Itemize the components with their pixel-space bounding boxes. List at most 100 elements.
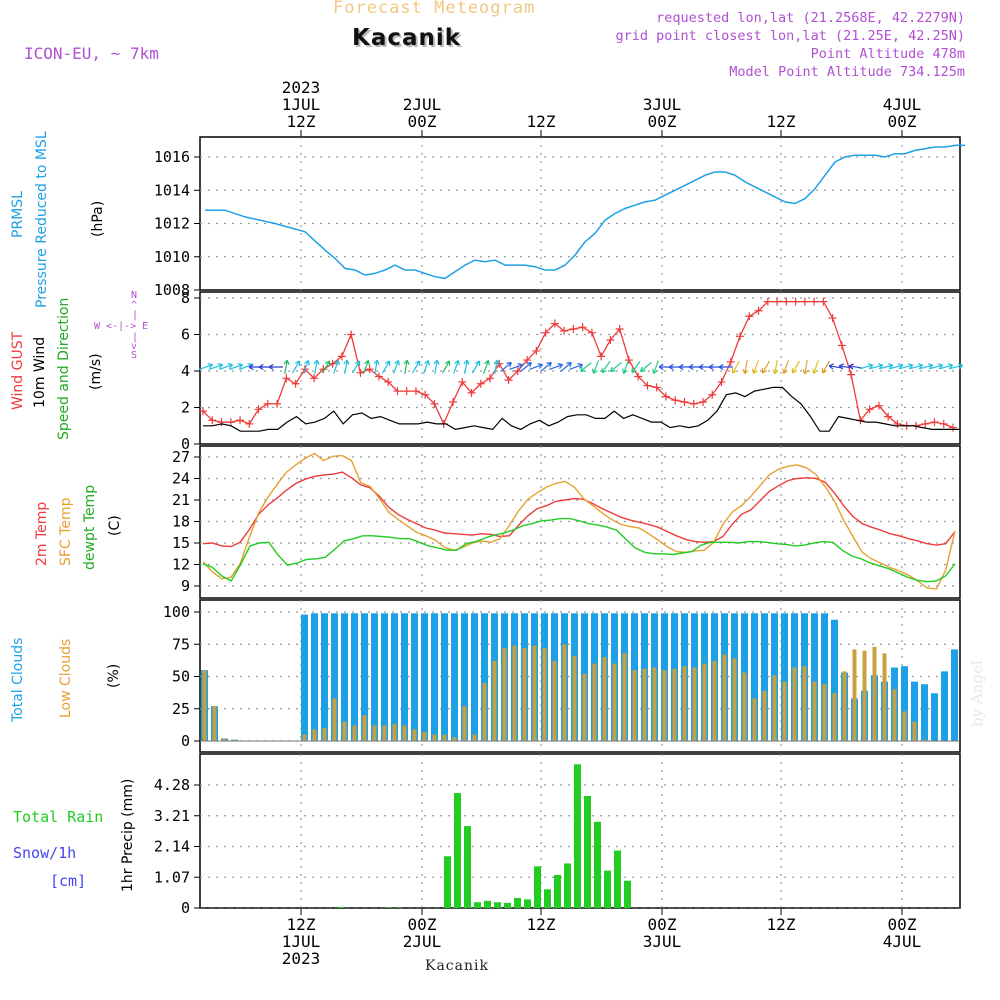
wind-gust-point-70 — [847, 370, 856, 379]
top-time-label-5-1: 00Z — [888, 112, 917, 131]
total-cloud-bar-21 — [411, 613, 418, 741]
total-cloud-bar-61 — [811, 613, 818, 741]
wind-gust-point-8 — [273, 399, 282, 408]
wind-gust-point-43 — [597, 352, 606, 361]
wind-gust-point-46 — [624, 356, 633, 365]
rain-bar-18 — [624, 880, 631, 908]
pressure-ytick-label-0: 1008 — [154, 281, 190, 299]
low-cloud-bar-30 — [502, 648, 507, 741]
wind-gust-point-4 — [236, 416, 245, 425]
pressure-ytick-label-3: 1014 — [154, 181, 190, 199]
rain-bar-4 — [484, 900, 491, 908]
wind-gust-point-38 — [550, 319, 559, 328]
wind-direction-arrow-34 — [540, 361, 552, 372]
total-cloud-bar-58 — [781, 613, 788, 741]
top-time-label-4-0: 12Z — [767, 112, 796, 131]
bottom-time-label-0-2: 2023 — [282, 949, 321, 968]
low-cloud-bar-35 — [552, 661, 557, 741]
compass-up-arrow: ^ — [131, 300, 138, 311]
wind-direction-arrow-42 — [622, 360, 629, 375]
wind-gust-point-0 — [199, 407, 207, 416]
total-cloud-bar-73 — [931, 693, 938, 741]
wind-10m-line — [203, 386, 960, 432]
total-cloud-bar-55 — [751, 613, 758, 741]
wind-ytick-label-4: 8 — [181, 289, 190, 307]
low-cloud-bar-55 — [752, 698, 757, 741]
wind-direction-arrow-16 — [363, 359, 370, 374]
low-cloud-bar-40 — [602, 657, 607, 741]
bottom-time-label-3-1: 3JUL — [643, 932, 682, 951]
low-cloud-bar-13 — [332, 698, 337, 741]
wind-gust-point-41 — [578, 323, 587, 332]
wind-gust-point-44 — [606, 335, 615, 344]
low-cloud-bar-60 — [802, 666, 807, 741]
wind-gust-point-25 — [430, 399, 439, 408]
top-time-label-1-0: 2JUL — [403, 95, 442, 114]
bottom-time-label-1-1: 2JUL — [403, 932, 442, 951]
wind-direction-arrow-58 — [782, 360, 789, 375]
wind-gust-point-50 — [661, 392, 670, 401]
total-cloud-bar-26 — [461, 613, 468, 741]
low-cloud-bar-21 — [412, 729, 417, 741]
low-cloud-bar-53 — [732, 658, 737, 741]
wind-gust-point-39 — [560, 326, 569, 335]
low-cloud-bar-46 — [662, 670, 667, 741]
total-cloud-bar-10 — [301, 614, 308, 741]
wind-gust-point-64 — [791, 297, 800, 306]
wind-gust-point-42 — [587, 328, 596, 337]
wind-direction-arrow-41 — [610, 362, 622, 373]
compass-bar-bottom: | — [132, 332, 139, 343]
low-cloud-bar-3 — [232, 739, 237, 741]
wind-gust-point-40 — [569, 325, 578, 334]
rain-bar-3 — [474, 902, 481, 908]
low-cloud-bar-36 — [562, 644, 567, 741]
wind-direction-arrow-30 — [500, 361, 512, 372]
precip-label-snow: Snow/1h — [13, 844, 77, 862]
total-cloud-bar-11 — [311, 613, 318, 741]
low-cloud-bar-11 — [312, 729, 317, 741]
wind-direction-arrow-14 — [343, 359, 350, 374]
footer-station: Kacanik — [425, 958, 489, 974]
wind-gust-point-62 — [773, 297, 782, 306]
rain-bar-1 — [454, 793, 461, 908]
low-cloud-bar-61 — [812, 681, 817, 741]
wind-ytick-label-1: 2 — [181, 399, 190, 417]
wind-gust-point-12 — [310, 374, 319, 383]
low-cloud-bar-42 — [622, 653, 627, 741]
wind-direction-arrow-28 — [483, 359, 490, 374]
wind-gust-point-24 — [421, 390, 430, 399]
low-cloud-bar-29 — [492, 661, 497, 741]
low-cloud-bar-69 — [892, 689, 897, 741]
temp-ytick-label-6: 27 — [172, 448, 190, 466]
wind-direction-arrow-44 — [640, 362, 652, 373]
wind-gust-point-52 — [680, 398, 689, 407]
total-cloud-bar-70 — [901, 666, 908, 741]
precip-ytick-label-4: 4.28 — [154, 776, 190, 794]
requested-coords: requested lon,lat (21.2568E, 42.2279N) — [656, 10, 965, 26]
model-name: ICON-EU, ~ 7km — [24, 44, 159, 63]
total-cloud-bar-20 — [401, 613, 408, 741]
wind-gust-point-73 — [874, 401, 883, 410]
top-time-label-1-1: 00Z — [408, 112, 437, 131]
wind-direction-arrow-29 — [493, 359, 500, 374]
wind-direction-arrow-0 — [199, 363, 214, 370]
total-cloud-bar-22 — [421, 613, 428, 741]
total-cloud-bar-17 — [371, 613, 378, 741]
total-cloud-bar-18 — [381, 613, 388, 741]
model-point-altitude: Model Point Altitude 734.125m — [729, 64, 965, 80]
wind-direction-arrow-31 — [509, 363, 524, 370]
temp-sfc-line — [202, 452, 956, 590]
compass-down-arrow: v — [131, 341, 138, 352]
wind-direction-arrow-65 — [848, 363, 863, 370]
temp-ytick-label-1: 12 — [172, 556, 190, 574]
grid-coords: grid point closest lon,lat (21.25E, 42.2… — [615, 28, 966, 44]
bottom-time-label-5-0: 00Z — [888, 915, 917, 934]
wind-direction-arrow-33 — [529, 363, 544, 370]
wind-gust-point-10 — [291, 379, 300, 388]
wind-gust-point-16 — [347, 330, 356, 339]
wind-gust-point-3 — [226, 418, 235, 427]
wind-gust-point-36 — [532, 346, 541, 355]
wind-direction-arrow-11 — [313, 359, 320, 374]
low-cloud-bar-65 — [852, 649, 857, 741]
wind-gust-point-75 — [893, 419, 902, 428]
